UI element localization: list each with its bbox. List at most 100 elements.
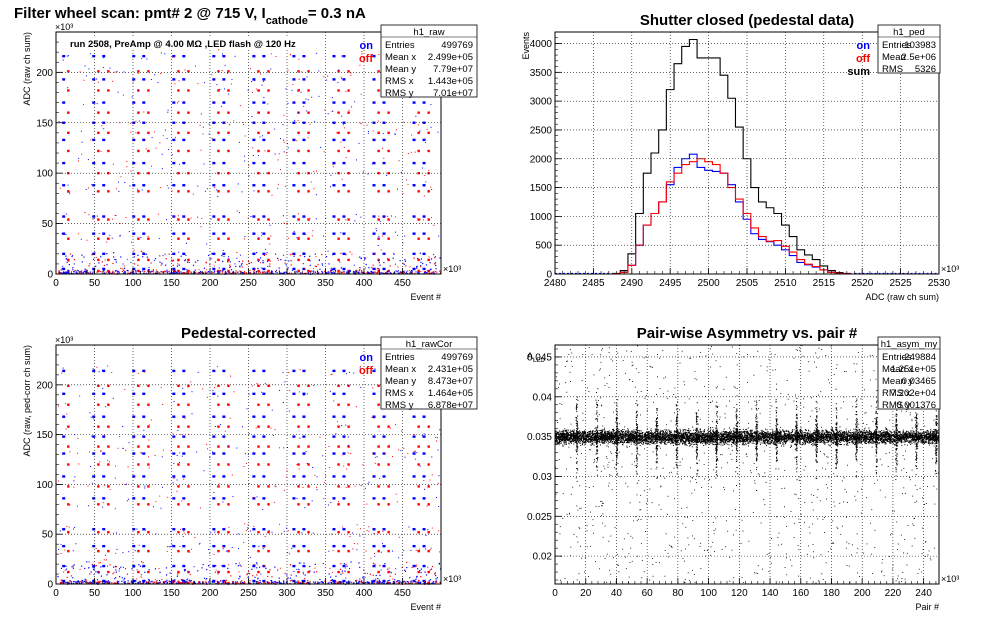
baseline-point xyxy=(90,571,92,573)
sparse-point xyxy=(243,124,245,126)
off-point xyxy=(137,237,140,240)
off-point xyxy=(387,190,390,193)
band-point xyxy=(724,431,726,433)
baseline-point xyxy=(434,272,436,274)
band-point xyxy=(844,438,846,440)
off-point xyxy=(217,237,220,240)
sparse-point xyxy=(370,557,372,559)
baseline-point xyxy=(429,272,431,274)
off-point xyxy=(147,269,150,273)
band-point xyxy=(687,437,689,439)
baseline-point xyxy=(140,574,142,576)
on-point xyxy=(262,232,266,235)
sparse-point xyxy=(314,567,316,569)
on-point xyxy=(182,184,186,187)
stats-name: h1_rawCor xyxy=(406,339,452,350)
sparse-point xyxy=(197,185,199,187)
baseline-point xyxy=(172,260,174,262)
baseline-point xyxy=(424,271,426,273)
sparse-point xyxy=(424,175,426,177)
off-point xyxy=(347,111,350,114)
baseline-point xyxy=(112,262,114,265)
band-point xyxy=(627,428,629,430)
off-point xyxy=(177,463,180,466)
baseline-point xyxy=(240,565,242,567)
baseline-point xyxy=(383,253,385,255)
baseline-point xyxy=(165,574,168,576)
stats-label: RMS xyxy=(882,64,903,75)
sparse-point xyxy=(103,559,105,561)
baseline-point xyxy=(349,269,351,272)
baseline-point xyxy=(95,571,97,573)
on-point xyxy=(212,497,216,500)
sparse-point xyxy=(278,153,280,155)
baseline-point xyxy=(80,270,83,272)
on-point xyxy=(142,232,146,235)
off-point xyxy=(387,549,390,553)
baseline-point xyxy=(358,272,360,274)
on-point xyxy=(422,475,426,478)
baseline-point xyxy=(241,581,244,584)
baseline-point xyxy=(98,262,100,264)
off-point xyxy=(67,190,70,193)
band-point xyxy=(771,440,773,442)
baseline-point xyxy=(214,261,216,263)
sparse-point xyxy=(287,103,289,105)
baseline-point xyxy=(172,259,175,261)
y-tick-label: 1000 xyxy=(530,212,553,223)
sparse-point xyxy=(347,385,349,387)
baseline-point xyxy=(193,582,195,584)
baseline-point xyxy=(303,272,305,275)
on-point xyxy=(422,232,426,235)
panel-title: Shutter closed (pedestal data) xyxy=(640,12,854,29)
band-point xyxy=(600,441,602,443)
sparse-point xyxy=(283,114,285,116)
sparse-point xyxy=(270,68,272,70)
sparse-point xyxy=(258,111,260,113)
baseline-point xyxy=(338,580,340,583)
on-point xyxy=(252,392,256,395)
baseline-point xyxy=(344,570,346,572)
sparse-point xyxy=(434,256,436,258)
band-point xyxy=(786,430,788,432)
baseline-point xyxy=(253,272,255,274)
baseline-point xyxy=(266,270,268,273)
legend-off: off xyxy=(856,53,870,65)
sparse-point xyxy=(306,462,308,464)
baseline-point xyxy=(115,270,117,272)
sparse-point xyxy=(378,215,380,217)
baseline-point xyxy=(187,261,189,263)
sparse-point xyxy=(382,147,384,149)
baseline-point xyxy=(272,581,274,584)
baseline-point xyxy=(85,580,87,582)
sparse-point xyxy=(69,193,71,195)
on-point xyxy=(142,138,146,142)
baseline-point xyxy=(88,272,90,274)
sparse-point xyxy=(254,80,256,82)
on-point xyxy=(182,215,186,218)
sparse-point xyxy=(277,159,279,161)
baseline-point xyxy=(88,567,90,569)
sparse-point xyxy=(359,122,361,124)
band-point xyxy=(773,435,775,437)
sparse-point xyxy=(102,506,104,508)
sparse-point xyxy=(260,73,262,75)
band-point xyxy=(928,438,930,440)
off-point xyxy=(67,131,70,135)
on-point xyxy=(252,528,256,531)
off-point xyxy=(67,503,70,506)
y-exponent: ×10³ xyxy=(55,22,73,32)
off-point xyxy=(147,463,150,466)
sparse-point xyxy=(436,437,438,439)
baseline-point xyxy=(317,582,319,584)
sparse-point xyxy=(126,258,128,260)
sparse-point xyxy=(141,189,143,191)
on-point xyxy=(172,564,176,568)
baseline-point xyxy=(256,574,258,576)
on-point xyxy=(372,528,376,531)
baseline-point xyxy=(301,580,303,582)
sparse-point xyxy=(208,579,210,581)
baseline-point xyxy=(166,582,168,584)
baseline-point xyxy=(133,566,135,568)
sparse-point xyxy=(423,479,425,481)
